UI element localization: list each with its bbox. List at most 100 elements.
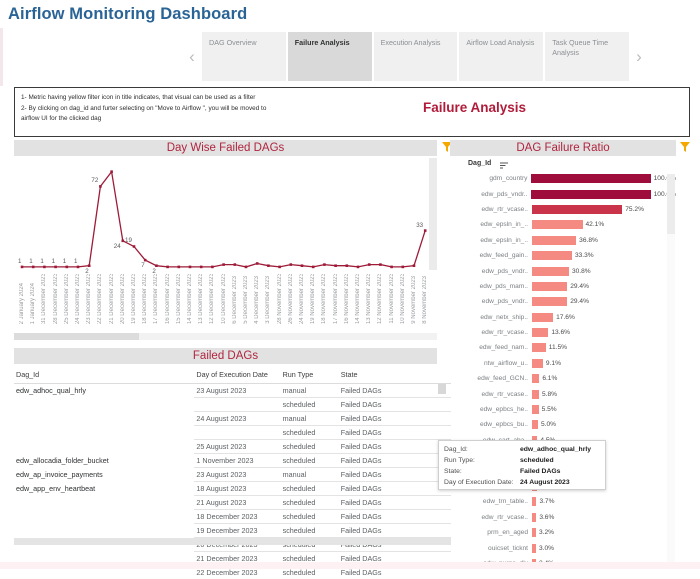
cell-dag-id[interactable] <box>14 440 194 454</box>
data-point[interactable] <box>256 262 259 265</box>
data-point[interactable] <box>32 266 35 269</box>
col-run-type[interactable]: Run Type <box>281 370 339 384</box>
ratio-row[interactable]: ntw_airflow_u..9.1% <box>450 356 676 371</box>
data-point[interactable] <box>413 264 416 267</box>
data-point[interactable] <box>155 264 158 267</box>
ratio-row[interactable]: edw_epsln_in_..42.1% <box>450 217 676 232</box>
data-point[interactable] <box>99 185 102 188</box>
data-point[interactable] <box>200 266 203 269</box>
ratio-row[interactable]: edw_feed_gain..33.3% <box>450 248 676 263</box>
col-execution-date[interactable]: Day of Execution Date <box>194 370 280 384</box>
table-vertical-scrollbar[interactable] <box>438 384 446 394</box>
data-point[interactable] <box>43 266 46 269</box>
ratio-row[interactable]: edw_epbcs_he..5.5% <box>450 402 676 417</box>
ratio-bar[interactable] <box>532 220 583 229</box>
data-point[interactable] <box>390 266 393 269</box>
data-point[interactable] <box>88 264 91 267</box>
cell-dag-id[interactable]: edw_allocadia_folder_bucket <box>14 454 194 468</box>
cell-dag-id[interactable] <box>14 496 194 510</box>
cell-dag-id[interactable] <box>14 412 194 426</box>
data-point[interactable] <box>66 266 69 269</box>
ratio-row[interactable]: edw_epbcs_bu..5.0% <box>450 417 676 432</box>
data-point[interactable] <box>402 266 405 269</box>
data-point[interactable] <box>357 266 360 269</box>
tab-airflow-load-analysis[interactable]: Airflow Load Analysis <box>459 32 543 81</box>
ratio-bar[interactable] <box>532 236 576 245</box>
ratio-bar[interactable] <box>532 390 539 399</box>
col-state[interactable]: State <box>339 370 409 384</box>
tabs-prev-arrow-icon[interactable]: ‹ <box>183 32 201 81</box>
ratio-row[interactable]: edw_pds_vndr..29.4% <box>450 294 676 309</box>
ratio-vertical-scrollbar[interactable] <box>667 174 675 234</box>
cell-dag-id[interactable]: edw_adhoc_qual_hrly <box>14 384 194 398</box>
ratio-row[interactable]: edw_pds_mam..29.4% <box>450 279 676 294</box>
data-point[interactable] <box>267 264 270 267</box>
data-point[interactable] <box>222 263 225 266</box>
scroll-thumb[interactable] <box>14 333 139 340</box>
tab-task-queue-time-analysis[interactable]: Task Queue Time Analysis <box>545 32 629 81</box>
ratio-bar[interactable] <box>532 343 546 352</box>
ratio-bar[interactable] <box>531 190 650 199</box>
ratio-bar[interactable] <box>532 405 539 414</box>
day-wise-horizontal-scrollbar[interactable] <box>14 333 437 340</box>
data-point[interactable] <box>178 266 181 269</box>
ratio-bar[interactable] <box>532 282 567 291</box>
data-point[interactable] <box>133 245 136 248</box>
cell-dag-id[interactable] <box>14 398 194 412</box>
ratio-bar[interactable] <box>532 313 553 322</box>
funnel-icon-ratio[interactable] <box>679 141 691 153</box>
ratio-bar[interactable] <box>532 297 567 306</box>
tabs-next-arrow-icon[interactable]: › <box>630 32 648 81</box>
cell-dag-id[interactable]: edw_app_env_heartbeat <box>14 482 194 496</box>
ratio-row[interactable]: edw_feed_GCN..6.1% <box>450 371 676 386</box>
data-point[interactable] <box>379 263 382 266</box>
col-dag-id[interactable]: Dag_Id <box>14 370 194 384</box>
ratio-bar[interactable] <box>532 205 622 214</box>
ratio-row[interactable]: edw_pds_vndr..30.8% <box>450 263 676 278</box>
cell-dag-id[interactable] <box>14 426 194 440</box>
ratio-row[interactable]: edw_rtr_vcase..5.8% <box>450 386 676 401</box>
cell-dag-id[interactable] <box>14 510 194 524</box>
data-point[interactable] <box>77 266 80 269</box>
ratio-bar[interactable] <box>532 359 543 368</box>
data-point[interactable] <box>211 266 214 269</box>
data-point[interactable] <box>245 266 248 269</box>
data-point[interactable] <box>122 240 125 243</box>
data-point[interactable] <box>189 266 192 269</box>
tab-failure-analysis[interactable]: Failure Analysis <box>288 32 372 81</box>
data-point[interactable] <box>234 263 237 266</box>
tab-dag-overview[interactable]: DAG Overview <box>202 32 286 81</box>
data-point[interactable] <box>346 264 349 267</box>
data-point[interactable] <box>424 229 427 232</box>
data-point[interactable] <box>54 266 57 269</box>
ratio-bar[interactable] <box>532 328 548 337</box>
ratio-row[interactable]: edw_pds_vndr..100.0% <box>450 186 676 201</box>
day-wise-vertical-scrollbar[interactable] <box>429 158 437 270</box>
data-point[interactable] <box>312 266 315 269</box>
data-point[interactable] <box>110 170 113 173</box>
data-point[interactable] <box>301 264 304 267</box>
tab-execution-analysis[interactable]: Execution Analysis <box>374 32 458 81</box>
ratio-bar[interactable] <box>532 267 569 276</box>
cell-dag-id[interactable]: edw_ap_invoice_payments <box>14 468 194 482</box>
sort-descending-icon[interactable] <box>500 162 508 170</box>
ratio-row[interactable]: edw_rtr_vcase..3.6% <box>450 510 676 525</box>
table-horizontal-scrollbar[interactable] <box>14 538 451 545</box>
data-point[interactable] <box>323 263 326 266</box>
ratio-bar[interactable] <box>532 374 539 383</box>
data-point[interactable] <box>278 266 281 269</box>
data-point[interactable] <box>368 263 371 266</box>
data-point[interactable] <box>166 266 169 269</box>
